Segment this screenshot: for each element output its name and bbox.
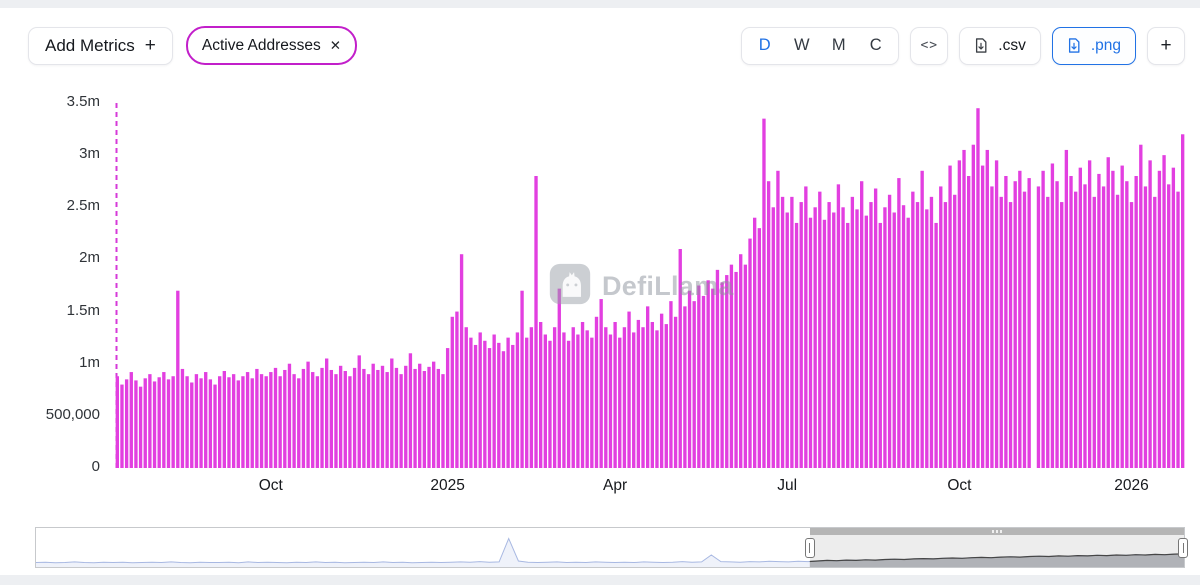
x-axis-labels: Oct 2025 Apr Jul Oct 2026 [115, 477, 1185, 501]
bars-svg [115, 103, 1185, 469]
csv-file-icon [974, 37, 988, 54]
x-tick-label: 2025 [430, 477, 465, 494]
export-csv-label: .csv [998, 36, 1026, 54]
drag-grip-icon[interactable] [991, 530, 1002, 533]
plus-icon: + [1160, 35, 1172, 56]
chart-toolbar: Add Metrics + Active Addresses ✕ D W M C… [28, 26, 1185, 65]
embed-code-button[interactable]: <> [910, 26, 949, 65]
navigator-track[interactable] [36, 528, 1184, 567]
timeframe-daily-button[interactable]: D [746, 31, 783, 61]
add-metrics-button[interactable]: Add Metrics + [28, 26, 173, 65]
x-tick-label: 2026 [1114, 477, 1149, 494]
timeframe-monthly-button[interactable]: M [820, 31, 857, 61]
x-tick-label: Oct [947, 477, 972, 494]
y-tick-label: 2.5m [66, 197, 100, 215]
metric-chip-active-addresses[interactable]: Active Addresses ✕ [185, 26, 358, 65]
y-tick-label: 1.5m [66, 301, 100, 319]
y-tick-label: 0 [91, 458, 100, 475]
navigator-left-handle[interactable] [804, 538, 815, 558]
close-icon[interactable]: ✕ [329, 37, 342, 53]
add-metrics-label: Add Metrics [45, 35, 135, 55]
y-axis-labels: 3.5m 3m 2.5m 2m 1.5m 1m 500,000 0 [0, 93, 104, 475]
timeline-navigator[interactable] [35, 527, 1188, 568]
export-png-button[interactable]: .png [1051, 26, 1136, 65]
y-tick-label: 1m [79, 353, 100, 371]
x-tick-label: Apr [603, 477, 628, 494]
chart-plot-area[interactable] [115, 103, 1185, 469]
timeframe-cumulative-button[interactable]: C [857, 31, 894, 61]
navigator-selection[interactable] [809, 528, 1184, 567]
y-tick-label: 500,000 [45, 405, 100, 423]
page-bottom-strip [0, 575, 1200, 585]
png-file-icon [1067, 37, 1081, 54]
metric-chip-label: Active Addresses [201, 36, 321, 54]
x-tick-label: Jul [777, 477, 798, 494]
toolbar-right-cluster: D W M C <> .csv .png + [741, 26, 1185, 65]
y-tick-label: 2m [79, 249, 100, 267]
code-icon: <> [920, 38, 939, 53]
y-tick-label: 3m [79, 145, 100, 163]
add-panel-button[interactable]: + [1147, 26, 1185, 65]
export-csv-button[interactable]: .csv [959, 26, 1041, 65]
timeframe-group: D W M C [741, 26, 900, 65]
page-top-strip [0, 0, 1200, 8]
nav-svg [36, 537, 1184, 567]
x-tick-label: Oct [258, 477, 283, 494]
timeframe-weekly-button[interactable]: W [783, 31, 820, 61]
plus-icon: + [144, 35, 156, 56]
y-tick-label: 3.5m [66, 93, 100, 110]
export-png-label: .png [1090, 36, 1121, 54]
navigator-right-handle[interactable] [1178, 538, 1188, 558]
navigator-selection-header[interactable] [809, 528, 1184, 535]
